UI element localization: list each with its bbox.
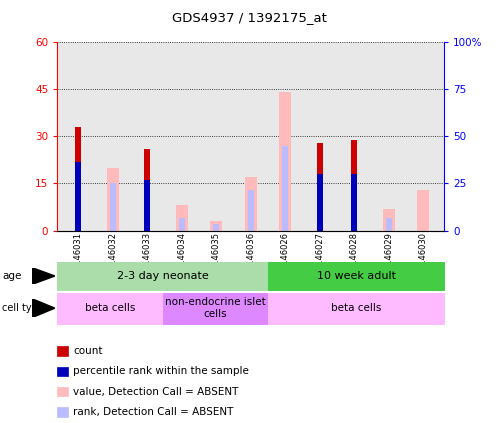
Polygon shape [32, 299, 55, 317]
Bar [210, 221, 222, 231]
Text: GDS4937 / 1392175_at: GDS4937 / 1392175_at [172, 11, 327, 24]
Bar [386, 218, 392, 231]
Bar [75, 127, 81, 231]
Bar [144, 180, 150, 231]
Text: non-endocrine islet
cells: non-endocrine islet cells [165, 297, 266, 319]
Text: 10 week adult: 10 week adult [317, 271, 396, 281]
Bar [248, 190, 254, 231]
Text: percentile rank within the sample: percentile rank within the sample [73, 366, 249, 376]
Bar [144, 149, 150, 231]
Bar [109, 184, 116, 231]
Polygon shape [32, 268, 55, 284]
Text: count: count [73, 346, 103, 356]
Bar [351, 174, 357, 231]
Bar [245, 177, 257, 231]
Text: beta cells: beta cells [85, 303, 135, 313]
Bar [279, 93, 291, 231]
Bar [383, 209, 395, 231]
Bar [351, 140, 357, 231]
Bar [213, 224, 220, 231]
Text: rank, Detection Call = ABSENT: rank, Detection Call = ABSENT [73, 407, 234, 417]
Bar [179, 218, 185, 231]
Bar [75, 162, 81, 231]
Bar [317, 174, 323, 231]
Text: age: age [2, 271, 22, 281]
Bar [417, 190, 430, 231]
Bar [317, 143, 323, 231]
Text: beta cells: beta cells [331, 303, 381, 313]
Text: 2-3 day neonate: 2-3 day neonate [117, 271, 209, 281]
Bar [107, 168, 119, 231]
Bar [282, 146, 288, 231]
Text: value, Detection Call = ABSENT: value, Detection Call = ABSENT [73, 387, 239, 397]
Text: cell type: cell type [2, 303, 44, 313]
Bar [176, 206, 188, 231]
